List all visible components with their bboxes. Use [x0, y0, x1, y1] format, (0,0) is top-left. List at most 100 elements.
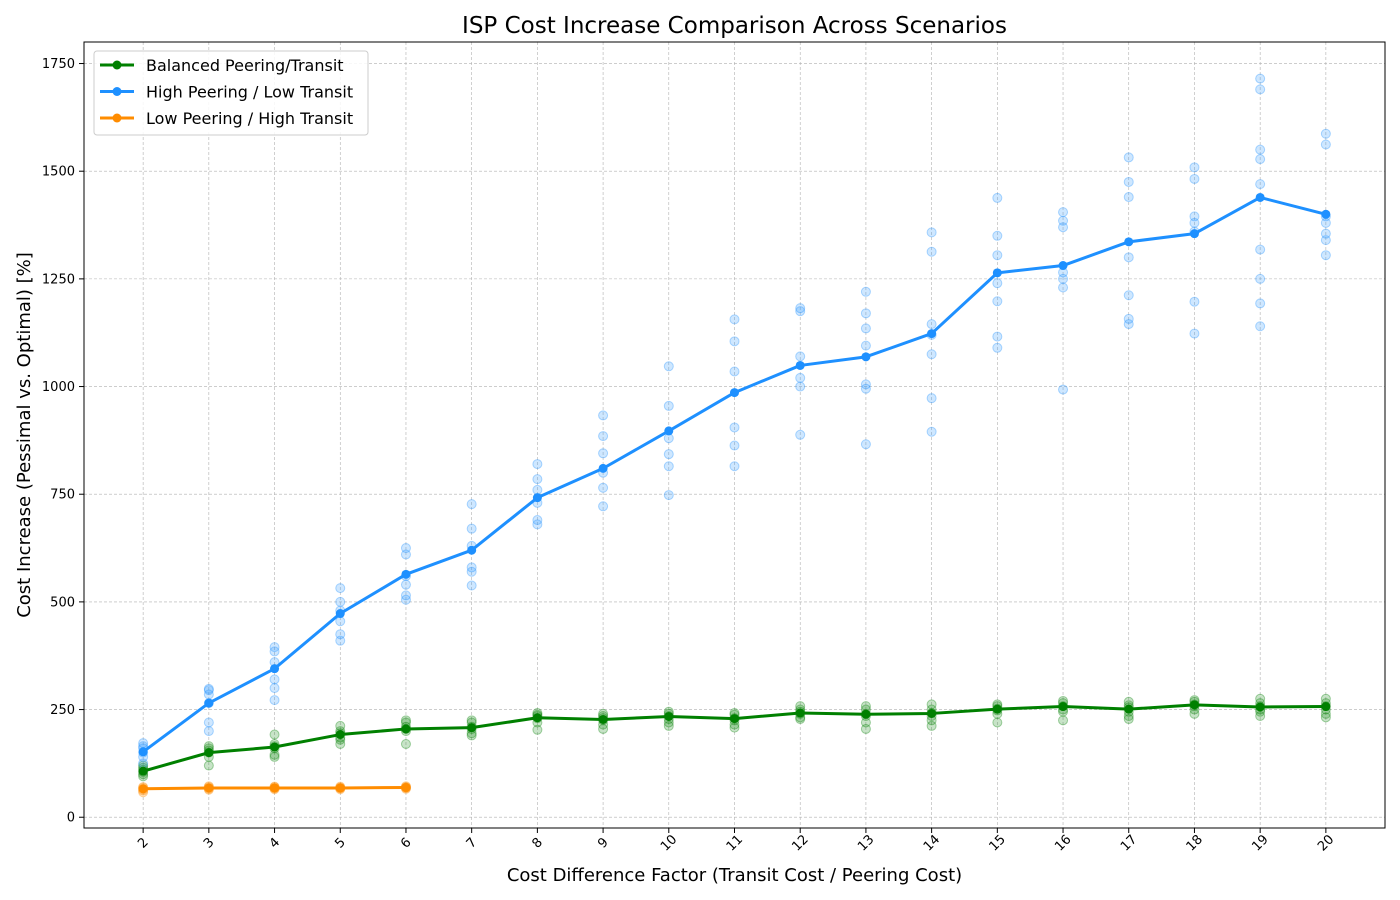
scatter-point: [795, 303, 806, 314]
scatter-point: [795, 351, 806, 362]
scatter-point: [532, 474, 543, 485]
scatter-point: [269, 683, 280, 694]
scatter-point: [663, 449, 674, 460]
scatter-point: [1058, 273, 1069, 284]
scatter-point: [729, 336, 740, 347]
scatter-point: [1123, 152, 1134, 163]
scatter-point: [1123, 192, 1134, 203]
series-marker: [730, 714, 739, 724]
scatter-point: [992, 278, 1003, 289]
series-marker: [1321, 209, 1331, 219]
scatter-point: [860, 383, 871, 394]
scatter-point: [926, 393, 937, 404]
scatter-point: [1058, 222, 1069, 233]
scatter-point: [598, 723, 609, 734]
scatter-point: [400, 543, 411, 554]
scatter-point: [1189, 173, 1200, 184]
x-tick-label: 4: [267, 835, 283, 851]
y-axis-label: Cost Increase (Pessimal vs. Optimal) [%]: [14, 252, 35, 618]
scatter-point: [269, 751, 280, 762]
x-axis-label: Cost Difference Factor (Transit Cost / P…: [507, 865, 962, 886]
scatter-point: [795, 381, 806, 392]
scatter-point: [663, 361, 674, 372]
scatter-point: [466, 523, 477, 534]
scatter-point: [1255, 154, 1266, 165]
series-marker: [335, 783, 345, 793]
scatter-point: [1255, 693, 1266, 704]
scatter-point: [1189, 211, 1200, 222]
x-tick-label: 5: [332, 835, 348, 851]
x-tick-label: 16: [1052, 832, 1074, 854]
scatter-point: [335, 635, 346, 646]
series-marker: [138, 784, 148, 794]
legend-marker: [112, 113, 122, 123]
series-marker: [204, 748, 214, 758]
series-marker: [664, 426, 674, 436]
scatter-point: [598, 501, 609, 512]
scatter-point: [532, 459, 543, 470]
series-marker: [138, 766, 148, 776]
x-tick-label: 18: [1184, 832, 1206, 854]
scatter-point: [269, 674, 280, 685]
series-marker: [598, 714, 608, 724]
series-marker: [1189, 229, 1199, 239]
scatter-point: [1058, 384, 1069, 395]
y-tick-label: 750: [50, 488, 75, 503]
scatter-point: [1123, 313, 1134, 324]
series-marker: [1058, 702, 1068, 712]
series-marker: [992, 268, 1002, 278]
scatter-point: [1189, 296, 1200, 307]
scatter-point: [269, 642, 280, 653]
series-marker: [598, 463, 608, 473]
series-marker: [204, 783, 214, 793]
scatter-point: [926, 349, 937, 360]
scatter-point: [532, 515, 543, 526]
scatter-point: [729, 314, 740, 325]
scatter-point: [1320, 128, 1331, 139]
scatter-point: [1255, 711, 1266, 722]
series-marker: [730, 388, 739, 398]
scatter-point: [1058, 207, 1069, 218]
scatter-point: [992, 230, 1003, 241]
scatter-point: [203, 760, 214, 771]
scatter-point: [335, 629, 346, 640]
legend-box: [93, 50, 369, 136]
x-tick-label: 3: [201, 835, 217, 851]
scatter-point: [795, 429, 806, 440]
scatter-point: [663, 400, 674, 411]
y-tick-label: 1500: [42, 165, 75, 180]
x-tick-label: 9: [595, 835, 611, 851]
scatter-point: [1058, 215, 1069, 226]
scatter-point: [466, 499, 477, 510]
scatter-point: [992, 717, 1003, 728]
series-marker: [270, 664, 280, 674]
scatter-point: [466, 562, 477, 573]
scatter-point: [1189, 217, 1200, 228]
scatter-point: [926, 246, 937, 257]
scatter-point: [860, 701, 871, 712]
legend-marker: [112, 87, 122, 96]
scatter-point: [926, 426, 937, 437]
series-marker: [467, 723, 477, 733]
scatter-point: [729, 440, 740, 451]
scatter-point: [1255, 298, 1266, 309]
series-marker: [401, 724, 411, 734]
series-marker: [335, 730, 345, 740]
series-marker: [861, 352, 871, 362]
scatter-point: [860, 379, 871, 390]
scatter-point: [400, 715, 411, 726]
scatter-point: [1320, 693, 1331, 704]
legend: Balanced Peering/Transit High Peering / L…: [93, 50, 369, 136]
scatter-point: [335, 583, 346, 594]
x-tick-label: 6: [398, 835, 414, 851]
scatter-point: [1058, 715, 1069, 726]
scatter-point: [269, 729, 280, 740]
x-tick-label: 17: [1118, 832, 1140, 854]
scatter-point: [1255, 273, 1266, 284]
scatter-point: [1255, 244, 1266, 255]
series-marker: [1124, 704, 1134, 714]
scatter-point: [992, 296, 1003, 307]
series-marker: [1255, 702, 1265, 712]
scatter-point: [860, 439, 871, 450]
scatter-point: [203, 683, 214, 694]
